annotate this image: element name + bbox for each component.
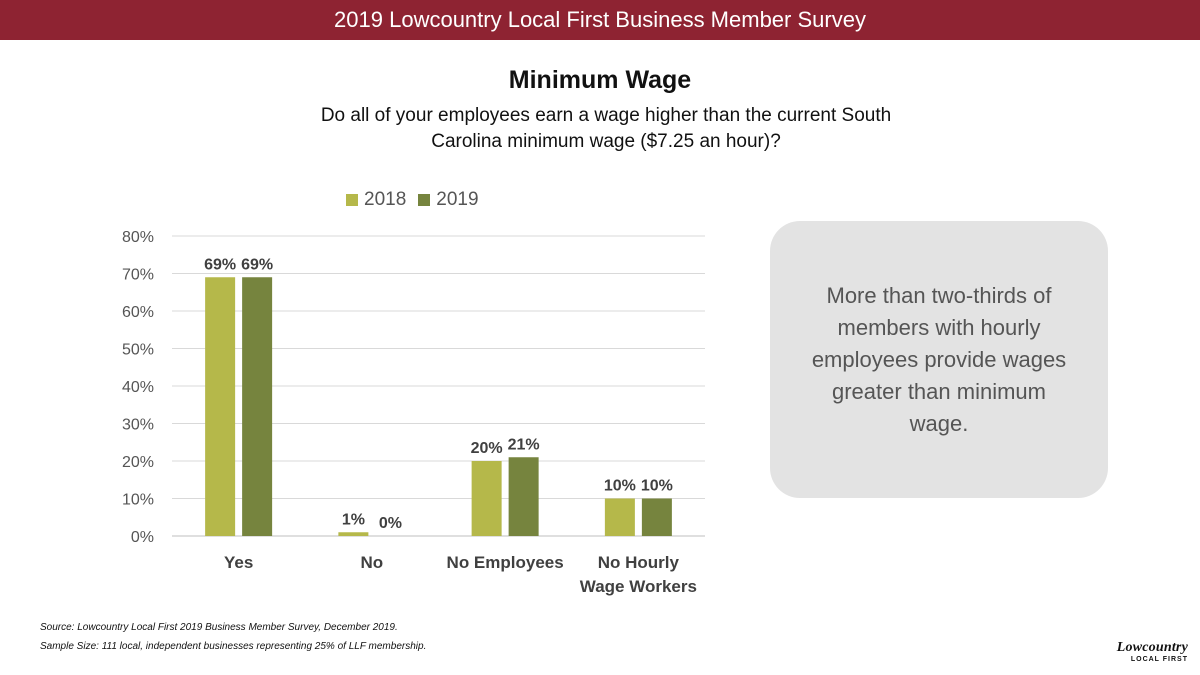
y-tick-label: 70% xyxy=(122,267,154,284)
chart-subtitle: Do all of your employees earn a wage hig… xyxy=(320,105,892,152)
y-tick-label: 20% xyxy=(122,454,154,471)
bar xyxy=(338,532,369,536)
bar xyxy=(641,498,672,536)
survey-banner: 2019 Lowcountry Local First Business Mem… xyxy=(0,0,1200,40)
data-label: 69% xyxy=(204,256,236,273)
data-label: 0% xyxy=(379,515,402,532)
legend-label-2018: 2018 xyxy=(364,189,407,210)
banner-text: 2019 Lowcountry Local First Business Mem… xyxy=(334,7,866,32)
data-label: 21% xyxy=(508,436,540,453)
legend-item-2018: 2018 xyxy=(346,189,406,211)
bar xyxy=(604,498,635,536)
bar xyxy=(242,277,273,536)
x-tick-label: Wage Workers xyxy=(580,577,697,596)
y-tick-label: 30% xyxy=(122,417,154,434)
data-label: 20% xyxy=(471,440,503,457)
logo-subtitle: LOCAL FIRST xyxy=(1130,656,1188,663)
source-line: Source: Lowcountry Local First 2019 Busi… xyxy=(40,622,398,633)
chart-legend: 2018 2019 xyxy=(346,189,491,211)
x-tick-label: No Employees xyxy=(447,553,564,572)
data-label: 10% xyxy=(641,478,673,495)
chart-title: Minimum Wage xyxy=(508,66,692,94)
legend-swatch-2019 xyxy=(418,194,431,206)
sample-size-line: Sample Size: 111 local, independent busi… xyxy=(40,641,427,652)
source-note: Source: Lowcountry Local First 2019 Busi… xyxy=(40,618,426,656)
logo-wordmark: Lowcountry xyxy=(1116,640,1188,655)
legend-swatch-2018 xyxy=(346,194,358,206)
data-label: 1% xyxy=(342,511,365,528)
bar xyxy=(471,461,502,536)
x-tick-label: Yes xyxy=(224,553,253,572)
x-tick-label: No Hourly xyxy=(598,553,680,572)
callout-box: More than two-thirds of members with hou… xyxy=(770,221,1108,498)
lowcountry-logo: Lowcountry LOCAL FIRST xyxy=(1092,640,1188,665)
data-label: 69% xyxy=(241,256,273,273)
bar xyxy=(205,277,236,536)
y-tick-label: 0% xyxy=(131,529,154,546)
y-tick-label: 40% xyxy=(122,379,154,396)
bar xyxy=(508,457,539,536)
legend-item-2019: 2019 xyxy=(418,189,479,211)
y-tick-label: 50% xyxy=(122,342,154,359)
data-label: 10% xyxy=(604,478,636,495)
y-tick-label: 10% xyxy=(122,492,154,509)
y-tick-label: 80% xyxy=(122,229,154,246)
callout-text: More than two-thirds of members with hou… xyxy=(811,282,1067,436)
x-tick-label: No xyxy=(361,553,384,572)
legend-label-2019: 2019 xyxy=(436,189,479,210)
y-tick-label: 60% xyxy=(122,304,154,321)
